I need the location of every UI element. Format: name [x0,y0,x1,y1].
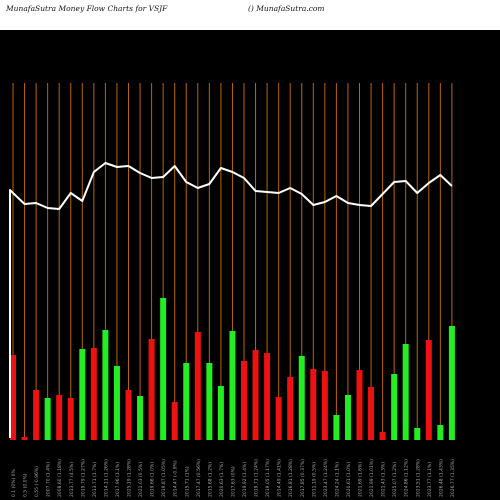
x-tick-label: 2017.96 (1.1%) [115,462,121,497]
volume-bar [113,366,120,440]
x-tick-label: 2013.77 (4.5%) [69,462,75,497]
x-tick-label: 2025.19 (1.28%) [127,459,133,497]
x-tick-label: 2016.81 (1.28%) [288,459,294,497]
x-axis-labels: 0 1 (0%) 0% 0.5 (0.0%) 0.55 (-0.96%) 2007.7… [11,459,456,497]
volume-bar [310,369,317,440]
volume-bar [402,344,409,440]
x-tick-label: 2019.87 (1.05%) [161,459,167,497]
volume-bar [194,332,201,440]
volume-bar [79,349,86,440]
x-tick-label: 2017.85 (0.37%) [300,459,306,497]
x-tick-label: 2008.60 (1.18%) [57,459,63,497]
volume-bar [264,353,271,440]
volume-bar [171,402,178,440]
volume-bar [102,330,109,440]
volume-bar [425,340,432,440]
x-tick-label: 2023.47 (1.24%) [323,459,329,497]
x-tick-label: 2026.48 (1.43%) [438,459,444,497]
volume-bar [148,339,155,440]
x-tick-label: 2023.51 (1.28%) [415,459,421,497]
x-tick-label: 2015.68 (1.2%) [207,462,213,497]
volume-bar [275,397,282,440]
volume-bar [241,361,247,440]
volume-bar [183,363,190,440]
x-tick-label: 2017.63 (0%) [230,466,236,497]
x-tick-label: 2013.71 (1.7%) [92,462,98,497]
volume-bar [33,390,40,440]
x-tick-label: 2024.86 (1.12%) [404,459,410,497]
x-tick-label: 0.55 (-0.96%) [34,466,40,497]
x-tick-label: 2015.71 (1%) [184,466,190,497]
volume-bar [252,350,259,440]
volume-bar [379,432,386,440]
x-tick-label: 2020.61 (1.0%) [346,462,352,497]
x-tick-label: 2019.71 (1.24%) [254,459,260,497]
x-tick-label: 2023.77 (1.1%) [427,462,433,497]
x-tick-label: 2026.77 (1.35%) [450,459,456,497]
x-tick-label: 2019.92 (1.4%) [242,462,248,497]
x-tick-label: 0 1 (0%) 0% [11,468,17,497]
volume-bar [217,386,224,440]
volume-bar [67,398,74,440]
x-tick-label: 2011.19 (0.5%) [311,462,317,497]
volume-bar [333,415,340,440]
x-tick-label: 2021.99 (1.01%) [369,459,375,497]
volume-bar [321,371,328,440]
volume-bar [160,298,167,440]
x-tick-label: 2021.43 (1.3%) [381,462,387,497]
volume-bar [21,437,28,440]
x-tick-label: 2020.63 (1.7%) [219,462,225,497]
volume-bar [287,377,294,440]
volume-bar [125,390,132,440]
x-tick-label: 2007.70 (1.4%) [46,462,52,497]
chart-header: MunafaSutra Money Flow Charts for VSJF (… [0,0,500,30]
price-line [9,162,453,438]
x-tick-label: 2014.49 (1.41%) [277,459,283,497]
site-credit: () MunafaSutra.com [248,4,325,13]
volume-bar [414,428,421,440]
x-tick-label: 2021.03 (0.5%) [138,462,144,497]
volume-bar [368,387,375,440]
chart-title: MunafaSutra Money Flow Charts for VSJF [6,4,168,13]
volume-bar [137,396,144,440]
x-tick-label: 2025.07 (1.2%) [392,462,398,497]
volume-bar [10,355,16,440]
x-tick-label: 2019.66 (1.0%) [150,462,156,497]
x-tick-label: 2014.11 (1.26%) [103,459,109,497]
bar-series [10,298,455,440]
x-tick-label: 2019.79 (1.27%) [80,459,86,497]
volume-bar [229,331,236,440]
x-tick-label: 2024.24 (1.1%) [334,462,340,497]
volume-bar [90,348,97,440]
volume-bar [206,363,213,440]
volume-bar [391,374,398,440]
volume-bar [56,395,63,440]
x-tick-label: 2017.47 (0.56%) [196,459,202,497]
volume-bar [356,370,363,440]
volume-bar [437,425,444,440]
volume-bar [344,395,351,440]
x-tick-label: 2021.69 (1.6%) [358,462,364,497]
volume-bar [44,398,51,440]
volume-bar [448,326,455,440]
volume-bar [298,356,305,440]
x-tick-label: 2019.05 (1.17%) [265,459,271,497]
x-tick-label: 0.5 (0.0%) [23,473,29,497]
x-tick-label: 2014.47 (-0.9%) [173,460,179,497]
